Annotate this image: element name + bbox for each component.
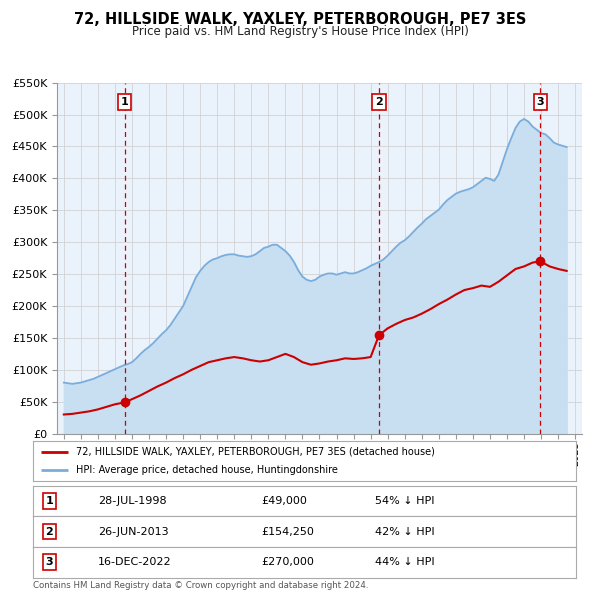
Text: 1: 1 [121, 97, 128, 107]
Text: £270,000: £270,000 [261, 558, 314, 567]
Text: Price paid vs. HM Land Registry's House Price Index (HPI): Price paid vs. HM Land Registry's House … [131, 25, 469, 38]
Text: HPI: Average price, detached house, Huntingdonshire: HPI: Average price, detached house, Hunt… [76, 465, 338, 475]
Text: 72, HILLSIDE WALK, YAXLEY, PETERBOROUGH, PE7 3ES (detached house): 72, HILLSIDE WALK, YAXLEY, PETERBOROUGH,… [76, 447, 436, 457]
Text: 42% ↓ HPI: 42% ↓ HPI [375, 527, 435, 536]
Text: £49,000: £49,000 [261, 496, 307, 506]
Text: 44% ↓ HPI: 44% ↓ HPI [375, 558, 435, 567]
Text: 1: 1 [46, 496, 53, 506]
Text: 3: 3 [46, 558, 53, 567]
Text: 16-DEC-2022: 16-DEC-2022 [98, 558, 172, 567]
Text: Contains HM Land Registry data © Crown copyright and database right 2024.: Contains HM Land Registry data © Crown c… [33, 581, 368, 589]
Text: 3: 3 [536, 97, 544, 107]
Text: 72, HILLSIDE WALK, YAXLEY, PETERBOROUGH, PE7 3ES: 72, HILLSIDE WALK, YAXLEY, PETERBOROUGH,… [74, 12, 526, 27]
Text: £154,250: £154,250 [261, 527, 314, 536]
Text: 26-JUN-2013: 26-JUN-2013 [98, 527, 169, 536]
Text: 2: 2 [46, 527, 53, 536]
Text: 2: 2 [375, 97, 383, 107]
Text: 54% ↓ HPI: 54% ↓ HPI [375, 496, 434, 506]
Text: 28-JUL-1998: 28-JUL-1998 [98, 496, 167, 506]
